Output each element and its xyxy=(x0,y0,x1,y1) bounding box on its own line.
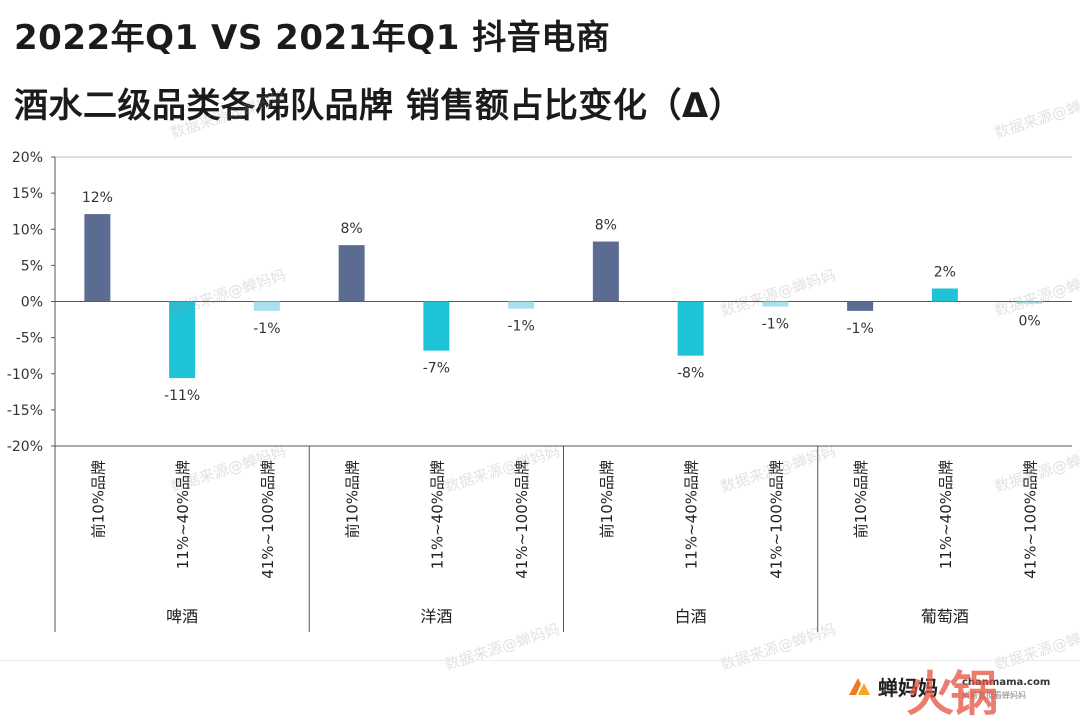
data-label: -1% xyxy=(762,317,789,333)
bar xyxy=(423,301,450,351)
y-tick-label: 15% xyxy=(12,186,43,202)
footer-divider xyxy=(0,660,1080,661)
y-tick-label: -20% xyxy=(7,439,43,455)
x-tick-label: 11%~40%品牌 xyxy=(428,460,446,569)
y-tick-label: 0% xyxy=(21,295,43,311)
x-tick-label: 前10%品牌 xyxy=(344,460,362,538)
brand-logo: 蝉妈妈 xyxy=(846,672,938,701)
data-label: -8% xyxy=(677,366,704,382)
brand-tagline: 抖音数据看蝉妈妈 xyxy=(962,691,1026,700)
y-tick-label: -5% xyxy=(16,331,43,347)
bar xyxy=(253,301,280,311)
brand-site: chanmama.com xyxy=(962,677,1051,688)
group-label: 葡萄酒 xyxy=(921,607,969,626)
data-label: -1% xyxy=(846,321,873,337)
data-label: 12% xyxy=(82,190,113,206)
group-label: 啤酒 xyxy=(166,607,198,626)
cicada-logo-icon xyxy=(846,675,872,699)
x-tick-label: 11%~40%品牌 xyxy=(174,460,192,569)
x-tick-label: 41%~100%品牌 xyxy=(259,460,277,579)
bar xyxy=(931,288,958,302)
bar xyxy=(1016,301,1043,304)
corner-watermark-logo: 火锅 xyxy=(906,666,998,722)
group-label: 洋酒 xyxy=(420,607,452,626)
data-label: -1% xyxy=(507,319,534,335)
x-tick-label: 前10%品牌 xyxy=(89,460,107,538)
x-tick-label: 41%~100%品牌 xyxy=(1022,460,1040,579)
x-tick-label: 前10%品牌 xyxy=(598,460,616,538)
bar xyxy=(84,214,111,302)
bar xyxy=(847,301,874,311)
x-tick-label: 前10%品牌 xyxy=(852,460,870,538)
data-label: 2% xyxy=(934,264,956,280)
y-tick-label: 5% xyxy=(21,258,43,274)
x-tick-label: 41%~100%品牌 xyxy=(767,460,785,579)
group-label: 白酒 xyxy=(675,607,707,626)
y-tick-label: -15% xyxy=(7,403,43,419)
bar xyxy=(592,241,619,302)
bar xyxy=(677,301,704,356)
x-tick-label: 11%~40%品牌 xyxy=(937,460,955,569)
data-label: -7% xyxy=(423,361,450,377)
data-label: -11% xyxy=(164,388,200,404)
bar xyxy=(508,301,535,309)
brand-name: 蝉妈妈 xyxy=(878,676,938,700)
data-label: 0% xyxy=(1019,314,1041,330)
chart-title-line1: 2022年Q1 VS 2021年Q1 抖音电商 xyxy=(14,18,611,58)
x-tick-label: 41%~100%品牌 xyxy=(513,460,531,579)
y-tick-label: 20% xyxy=(12,150,43,166)
chart-title-line2: 酒水二级品类各梯队品牌 销售额占比变化（Δ） xyxy=(14,86,744,126)
bar xyxy=(762,301,789,307)
x-tick-label: 11%~40%品牌 xyxy=(683,460,701,569)
bar xyxy=(169,301,196,379)
bar-chart: -20% -15% -10% -5% 0% 5% 10% 15% 20% 12% 前10%品牌 -11… xyxy=(7,150,1072,632)
data-label: 8% xyxy=(341,221,363,237)
y-tick-label: 10% xyxy=(12,222,43,238)
bar xyxy=(338,245,365,302)
data-label: -1% xyxy=(253,321,280,337)
y-tick-label: -10% xyxy=(7,367,43,383)
data-label: 8% xyxy=(595,218,617,234)
